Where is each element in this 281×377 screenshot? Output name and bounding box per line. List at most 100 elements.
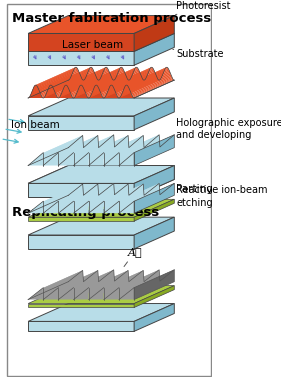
Polygon shape — [102, 135, 143, 154]
Polygon shape — [28, 34, 134, 51]
Polygon shape — [46, 74, 87, 93]
Polygon shape — [51, 141, 92, 159]
Polygon shape — [103, 184, 144, 213]
Polygon shape — [71, 185, 112, 204]
Polygon shape — [59, 146, 100, 165]
Polygon shape — [50, 276, 91, 294]
Polygon shape — [118, 80, 159, 98]
Polygon shape — [81, 67, 122, 85]
Polygon shape — [53, 69, 94, 88]
Polygon shape — [40, 74, 80, 93]
Polygon shape — [31, 76, 71, 95]
Polygon shape — [108, 191, 149, 210]
Polygon shape — [82, 140, 123, 158]
Polygon shape — [97, 140, 138, 158]
Polygon shape — [117, 78, 158, 97]
Polygon shape — [47, 73, 87, 92]
Polygon shape — [98, 69, 139, 88]
Polygon shape — [69, 73, 110, 92]
Polygon shape — [49, 190, 90, 208]
Polygon shape — [109, 69, 149, 88]
Polygon shape — [39, 73, 80, 92]
Text: Photoresist: Photoresist — [176, 1, 231, 15]
Polygon shape — [105, 194, 146, 213]
Polygon shape — [84, 70, 124, 90]
Polygon shape — [93, 143, 134, 162]
Polygon shape — [68, 139, 109, 157]
Polygon shape — [83, 187, 124, 205]
Polygon shape — [101, 137, 142, 155]
Polygon shape — [129, 187, 170, 205]
Polygon shape — [72, 270, 113, 289]
Polygon shape — [44, 194, 85, 213]
Polygon shape — [111, 67, 151, 85]
Polygon shape — [89, 194, 130, 213]
Polygon shape — [65, 67, 106, 86]
Polygon shape — [28, 322, 134, 331]
Polygon shape — [70, 74, 111, 93]
Polygon shape — [101, 271, 142, 290]
Polygon shape — [86, 185, 127, 204]
Polygon shape — [39, 138, 80, 156]
Polygon shape — [64, 143, 105, 161]
Polygon shape — [88, 270, 129, 300]
Polygon shape — [71, 136, 112, 155]
Polygon shape — [74, 80, 114, 98]
Polygon shape — [84, 72, 125, 91]
Polygon shape — [100, 186, 141, 204]
Polygon shape — [74, 80, 115, 98]
Polygon shape — [85, 73, 125, 92]
Polygon shape — [40, 271, 81, 290]
Polygon shape — [31, 192, 72, 211]
Polygon shape — [99, 186, 140, 205]
Polygon shape — [121, 146, 161, 164]
Polygon shape — [47, 72, 88, 91]
Polygon shape — [88, 135, 129, 166]
Polygon shape — [110, 142, 151, 160]
Polygon shape — [33, 190, 74, 209]
Polygon shape — [105, 146, 146, 165]
Polygon shape — [54, 186, 95, 205]
Polygon shape — [50, 67, 91, 85]
Polygon shape — [124, 69, 165, 88]
Polygon shape — [39, 273, 80, 291]
Polygon shape — [132, 136, 173, 155]
Polygon shape — [51, 189, 92, 207]
Polygon shape — [115, 137, 156, 156]
Polygon shape — [64, 142, 105, 160]
Polygon shape — [71, 77, 112, 96]
Polygon shape — [131, 185, 172, 204]
Polygon shape — [99, 273, 140, 291]
Polygon shape — [114, 273, 155, 291]
Polygon shape — [87, 78, 127, 97]
Polygon shape — [80, 276, 121, 294]
Polygon shape — [76, 77, 116, 96]
Polygon shape — [96, 67, 137, 85]
Polygon shape — [128, 69, 169, 87]
Polygon shape — [110, 67, 151, 86]
Polygon shape — [111, 141, 151, 160]
Polygon shape — [92, 192, 133, 211]
Polygon shape — [75, 280, 116, 298]
Polygon shape — [47, 144, 88, 162]
Polygon shape — [37, 139, 78, 158]
Polygon shape — [116, 76, 157, 95]
Polygon shape — [114, 186, 155, 205]
Polygon shape — [28, 217, 174, 235]
Polygon shape — [127, 140, 168, 158]
Polygon shape — [31, 74, 72, 93]
Polygon shape — [30, 280, 71, 298]
Polygon shape — [67, 188, 108, 207]
Polygon shape — [128, 188, 169, 206]
Polygon shape — [106, 76, 147, 95]
Polygon shape — [91, 77, 132, 96]
Polygon shape — [81, 189, 122, 207]
Polygon shape — [53, 70, 94, 90]
Polygon shape — [118, 135, 159, 153]
Polygon shape — [111, 189, 151, 208]
Polygon shape — [44, 79, 85, 97]
Polygon shape — [105, 280, 146, 299]
Polygon shape — [132, 185, 173, 203]
Polygon shape — [65, 189, 106, 208]
Polygon shape — [89, 146, 130, 165]
